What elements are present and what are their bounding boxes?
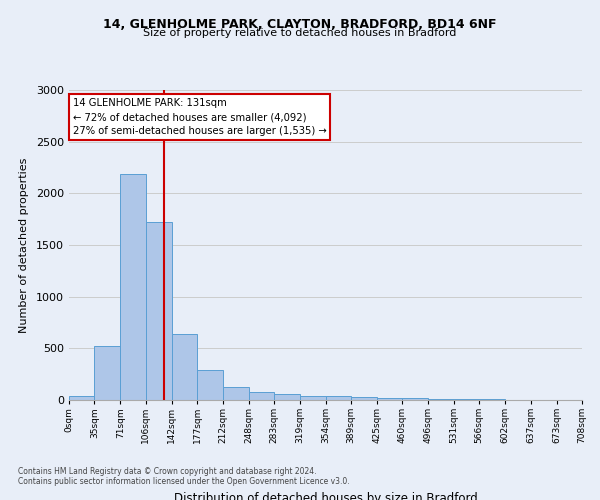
Bar — [121, 174, 146, 400]
X-axis label: Distribution of detached houses by size in Bradford: Distribution of detached houses by size … — [173, 492, 478, 500]
Text: 14, GLENHOLME PARK, CLAYTON, BRADFORD, BD14 6NF: 14, GLENHOLME PARK, CLAYTON, BRADFORD, B… — [103, 18, 497, 30]
Bar — [377, 398, 403, 400]
Bar — [146, 222, 172, 400]
Bar — [223, 386, 248, 400]
Text: Contains public sector information licensed under the Open Government Licence v3: Contains public sector information licen… — [18, 477, 350, 486]
Bar — [94, 346, 121, 400]
Text: Size of property relative to detached houses in Bradford: Size of property relative to detached ho… — [143, 28, 457, 38]
Bar — [351, 397, 377, 400]
Bar — [300, 396, 325, 400]
Y-axis label: Number of detached properties: Number of detached properties — [19, 158, 29, 332]
Bar — [403, 398, 428, 400]
Bar — [69, 396, 94, 400]
Bar — [248, 392, 274, 400]
Bar — [172, 334, 197, 400]
Bar — [325, 396, 351, 400]
Text: 14 GLENHOLME PARK: 131sqm
← 72% of detached houses are smaller (4,092)
27% of se: 14 GLENHOLME PARK: 131sqm ← 72% of detac… — [73, 98, 326, 136]
Text: Contains HM Land Registry data © Crown copyright and database right 2024.: Contains HM Land Registry data © Crown c… — [18, 467, 317, 476]
Bar — [428, 399, 454, 400]
Bar — [274, 394, 300, 400]
Bar — [197, 370, 223, 400]
